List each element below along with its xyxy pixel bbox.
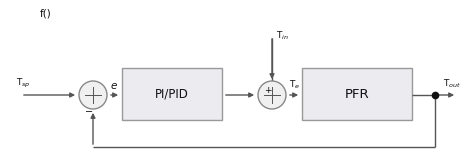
Text: T$_{in}$: T$_{in}$ bbox=[276, 30, 289, 43]
Text: PI/PID: PI/PID bbox=[155, 88, 189, 101]
FancyBboxPatch shape bbox=[122, 68, 222, 120]
Text: f(): f() bbox=[40, 8, 52, 18]
Text: PFR: PFR bbox=[345, 88, 369, 101]
Text: $e$: $e$ bbox=[110, 81, 118, 91]
Circle shape bbox=[79, 81, 107, 109]
Circle shape bbox=[258, 81, 286, 109]
Text: −: − bbox=[85, 107, 93, 117]
FancyBboxPatch shape bbox=[302, 68, 412, 120]
Text: +: + bbox=[264, 86, 272, 95]
Text: T$_e$: T$_e$ bbox=[289, 79, 301, 91]
Text: T$_{out}$: T$_{out}$ bbox=[443, 77, 461, 90]
Text: T$_{sp}$: T$_{sp}$ bbox=[16, 77, 31, 90]
